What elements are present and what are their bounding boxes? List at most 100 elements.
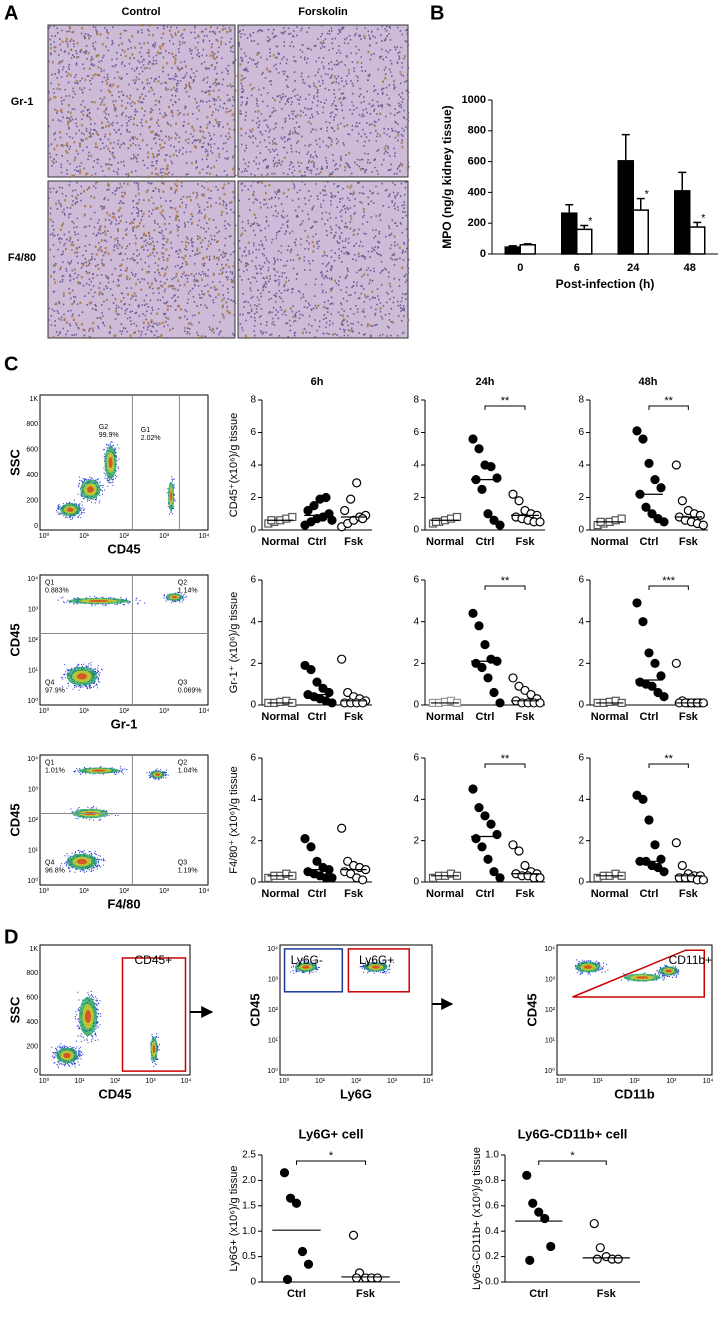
x-tick-label: Normal [591, 711, 629, 723]
flow-tick-label: 10² [119, 888, 130, 895]
stain [49, 23, 237, 179]
x-tick-label: 0 [517, 262, 523, 274]
point [495, 698, 505, 708]
significance: * [645, 188, 650, 200]
flow-tick-label: 10⁴ [199, 888, 210, 895]
x-tick-label: Ctrl [287, 1288, 306, 1300]
point [348, 1230, 359, 1240]
significance: ** [501, 395, 510, 407]
flow-tick-label: 10⁰ [279, 1077, 290, 1085]
y-tick-label: 4 [578, 794, 584, 805]
axis-label: Gr-1⁺ (x10⁶)/g tissue [228, 592, 240, 693]
density [155, 773, 160, 776]
y-tick-label: 0 [480, 248, 486, 260]
y-tick-label: 800 [468, 125, 486, 137]
y-tick-label: 400 [468, 186, 486, 198]
gate-label: Q2 [178, 580, 187, 587]
point [327, 873, 337, 883]
flow-tick-label: 10¹ [545, 1037, 556, 1044]
y-tick-label: 6 [413, 427, 419, 438]
significance-bracket [648, 585, 689, 590]
y-tick-label: 0.8 [485, 1175, 499, 1186]
flow-tick-label: 10³ [145, 1078, 156, 1085]
flow-tick-label: 0 [34, 523, 38, 530]
y-tick-label: 4 [250, 794, 256, 805]
point [495, 520, 505, 530]
point [492, 829, 502, 840]
y-tick-label: 0 [250, 1277, 256, 1288]
column-title: Forskolin [298, 6, 348, 18]
point [595, 1243, 605, 1253]
nuclei [238, 24, 410, 178]
flow-tick-label: 1K [29, 946, 38, 953]
point [474, 444, 484, 454]
y-tick-label: 4 [250, 616, 256, 627]
flow-tick-label: 10⁰ [27, 697, 38, 705]
y-tick-label: 0 [250, 700, 256, 711]
density [76, 673, 88, 680]
y-tick-label: 4 [250, 460, 256, 471]
row-title: F4/80 [8, 252, 36, 264]
x-tick-label: Ctrl [640, 711, 659, 723]
gate-label: CD11b+ [669, 953, 712, 967]
axis-label: MPO (ng/g kidney tissue) [440, 105, 454, 248]
x-tick-label: Ctrl [640, 888, 659, 900]
flow-tick-label: 10⁴ [423, 1078, 434, 1085]
flow-tick-label: 10¹ [79, 533, 90, 540]
axis-label: Ly6G+ (x10⁶)/g tissue [228, 1166, 240, 1272]
axis-label: CD45 [7, 623, 22, 656]
point [297, 1246, 308, 1257]
gate-percent: 2.02% [141, 435, 161, 442]
point [474, 802, 484, 813]
y-tick-label: 4 [413, 460, 419, 471]
y-tick-label: 2 [578, 492, 584, 503]
y-tick-label: 6 [578, 575, 584, 586]
point [477, 842, 487, 852]
flow-tick-label: 10⁴ [267, 946, 278, 953]
bar [561, 212, 578, 255]
point [358, 698, 368, 708]
flow-tick-label: 10⁰ [39, 707, 50, 715]
y-tick-label: 6 [413, 575, 419, 586]
point [489, 687, 499, 698]
y-tick-label: 0 [578, 700, 584, 711]
x-tick-label: 48 [684, 262, 696, 274]
point [613, 1254, 623, 1264]
gate-percent: 99.9% [99, 432, 119, 439]
y-tick-label: 6 [578, 427, 584, 438]
point [474, 621, 484, 631]
point [483, 509, 493, 519]
point [659, 517, 669, 527]
point [695, 510, 705, 520]
point [698, 875, 708, 885]
flow-tick-label: 10⁰ [39, 1077, 50, 1085]
nuclei [48, 24, 237, 178]
axis-label: CD11b [614, 1086, 655, 1101]
point [659, 692, 669, 702]
flow-tick-label: 10³ [28, 786, 39, 793]
axis-label: F4/80 [107, 896, 140, 911]
flow-tick-label: 10³ [666, 1078, 677, 1085]
axis-label: Gr-1 [111, 716, 138, 731]
y-tick-label: 1.0 [242, 1226, 256, 1237]
x-tick-label: Fsk [344, 888, 364, 900]
significance-bracket [484, 763, 526, 768]
y-tick-label: 0.0 [485, 1277, 499, 1288]
axis-label: Ly6G-CD11b+ (x10⁶)/g tissue [471, 1147, 483, 1290]
x-tick-label: Fsk [679, 711, 699, 723]
flow-tick-label: 10⁴ [199, 708, 210, 715]
point [489, 515, 499, 525]
bar [632, 209, 649, 255]
x-tick-label: Normal [591, 888, 629, 900]
axis-label: CD45 [7, 803, 22, 836]
x-tick-label: Normal [261, 536, 299, 548]
significance: ** [501, 753, 510, 765]
point [312, 677, 322, 687]
density [583, 965, 593, 969]
point [546, 1241, 556, 1252]
point [351, 1273, 362, 1283]
y-tick-label: 8 [250, 395, 256, 406]
flow-tick-label: 10⁴ [181, 1078, 192, 1085]
point [514, 846, 524, 856]
gate-label: Q3 [178, 680, 187, 687]
